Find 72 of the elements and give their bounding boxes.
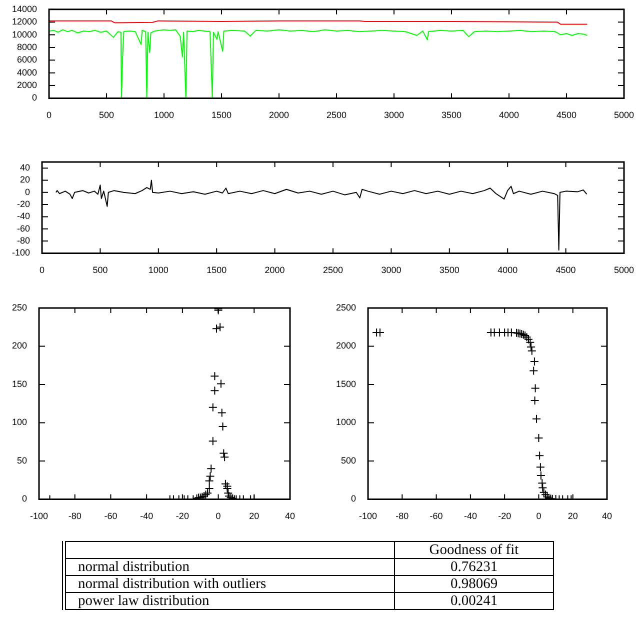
x-tick-label: -40: [464, 511, 477, 522]
x-tick-label: 3000: [384, 110, 404, 120]
x-tick-label: -40: [140, 511, 154, 522]
y-tick-label: -20: [17, 199, 30, 210]
y-tick-label: 0: [32, 92, 38, 103]
y-tick-label: 40: [20, 162, 30, 173]
y-tick-label: -40: [17, 211, 30, 222]
x-tick-label: 0: [46, 110, 52, 120]
y-tick-label: -60: [17, 223, 30, 234]
category-label: normal distribution: [64, 558, 394, 576]
y-tick-label: 1500: [336, 378, 356, 389]
y-tick-label: 4000: [16, 67, 38, 78]
x-tick-label: 5000: [614, 110, 634, 120]
y-tick-label: 1000: [336, 417, 356, 428]
y-tick-label: 0: [25, 186, 30, 197]
y-tick-label: 0: [22, 494, 28, 504]
data-label: 0.98069: [394, 576, 554, 592]
x-tick-label: -100: [359, 511, 378, 522]
x-tick-label: 20: [249, 511, 260, 522]
x-tick-label: 500: [99, 110, 114, 120]
y-tick-label: 500: [340, 455, 356, 466]
y-tick-label: 100: [12, 417, 28, 428]
category-label: power law distribution: [64, 592, 394, 610]
y-tick-label: 250: [12, 302, 28, 312]
x-tick-label: 20: [568, 511, 578, 522]
x-tick-label: 1000: [148, 265, 168, 276]
x-tick-label: 0: [40, 265, 45, 276]
x-tick-label: -80: [68, 511, 82, 522]
y-tick-label: 2500: [336, 302, 356, 312]
y-tick-label: 6000: [16, 54, 38, 65]
x-tick-label: 40: [602, 511, 612, 522]
y-tick-label: 12000: [12, 16, 38, 27]
y-tick-label: 200: [12, 340, 28, 351]
x-tick-label: 4500: [556, 110, 577, 120]
x-tick-label: -80: [396, 511, 409, 522]
x-tick-label: 1500: [212, 110, 232, 120]
x-tick-label: 0: [216, 511, 221, 522]
data-label: 0.76231: [394, 558, 554, 576]
y-tick-label: 10000: [12, 29, 38, 40]
x-tick-label: 2500: [322, 265, 344, 276]
y-tick-label: 0: [351, 494, 356, 504]
x-tick-label: 0: [536, 511, 542, 522]
x-tick-label: -60: [430, 511, 443, 522]
x-tick-label: 3500: [441, 110, 462, 120]
x-tick-label: -20: [176, 511, 189, 522]
y-tick-label: 50: [17, 455, 28, 466]
x-tick-label: -20: [498, 511, 512, 522]
x-tick-label: 40: [284, 511, 296, 522]
y-tick-label: 2000: [16, 80, 38, 90]
y-tick-label: -100: [12, 248, 30, 258]
x-tick-label: 2000: [269, 110, 290, 120]
y-tick-label: -80: [17, 236, 30, 246]
y-tick-label: 2000: [336, 340, 356, 351]
category-label: normal distribution with outliers: [64, 576, 394, 592]
y-tick-label: 150: [12, 378, 28, 389]
x-tick-label: 5000: [614, 265, 634, 276]
x-tick-label: 4000: [498, 110, 520, 120]
x-tick-label: 3500: [439, 265, 460, 276]
x-tick-label: 1500: [206, 265, 227, 276]
x-tick-label: 2500: [326, 110, 347, 120]
x-tick-label: 3000: [381, 265, 402, 276]
y-tick-label: 8000: [16, 42, 38, 52]
x-tick-label: 4500: [556, 265, 576, 276]
x-tick-label: 1000: [154, 110, 174, 120]
text: Goodness of fit: [394, 542, 554, 558]
y-tick-label: 14000: [12, 4, 38, 14]
x-tick-label: 4000: [498, 265, 518, 276]
x-tick-label: 2000: [264, 265, 285, 276]
x-tick-label: 500: [92, 265, 108, 276]
y-tick-label: 20: [20, 174, 30, 185]
data-label: 0.00241: [394, 592, 554, 610]
x-tick-label: -60: [104, 511, 118, 522]
